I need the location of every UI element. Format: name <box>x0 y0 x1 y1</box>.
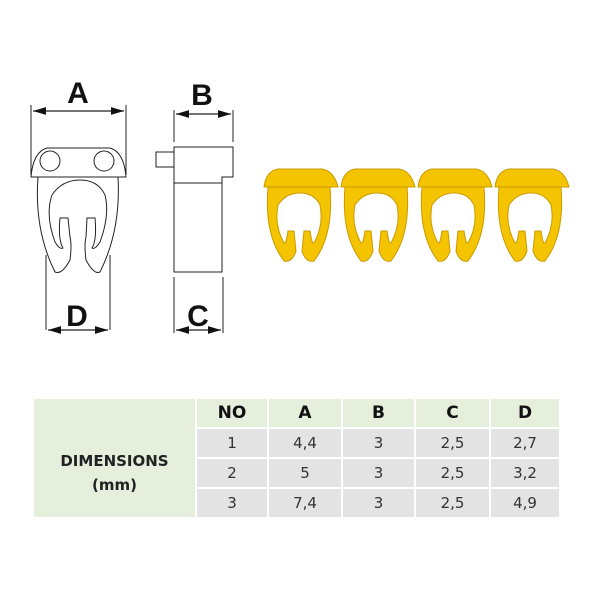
table-cell: 2,7 <box>491 429 559 457</box>
dimension-label-b: B <box>191 79 213 112</box>
dimension-label-a: A <box>67 77 89 110</box>
table-cell: 1 <box>197 429 267 457</box>
dimensions-table: DIMENSIONS (mm) NO A B C D 1 4,4 3 2,5 2… <box>32 397 561 519</box>
table-cell: 3 <box>343 489 414 517</box>
yellow-clip <box>263 168 339 262</box>
table-cell: 3 <box>197 489 267 517</box>
table-cell: 4,9 <box>491 489 559 517</box>
dimensions-label-cell: DIMENSIONS (mm) <box>34 399 195 517</box>
table-cell: 5 <box>269 459 341 487</box>
dimension-label-c: C <box>187 300 209 333</box>
table-cell: 7,4 <box>269 489 341 517</box>
column-header-d: D <box>491 399 559 427</box>
column-header-c: C <box>416 399 489 427</box>
table-header-row: DIMENSIONS (mm) NO A B C D <box>34 399 559 517</box>
dimensions-label: DIMENSIONS <box>60 452 169 470</box>
yellow-clip <box>417 168 493 262</box>
table-cell: 3 <box>343 459 414 487</box>
dimension-label-d: D <box>66 300 88 333</box>
front-view-outline <box>30 105 127 334</box>
table-cell: 3,2 <box>491 459 559 487</box>
table-cell: 3 <box>343 429 414 457</box>
table-row: 1 4,4 3 2,5 2,7 <box>34 429 559 457</box>
table-cell: 2 <box>197 459 267 487</box>
table-cell: 2,5 <box>416 489 489 517</box>
dimensions-unit: (mm) <box>92 476 137 494</box>
yellow-marker-strip <box>263 168 570 262</box>
column-header-b: B <box>343 399 414 427</box>
yellow-clip <box>494 168 570 262</box>
table-cell: 4,4 <box>269 429 341 457</box>
yellow-clip <box>340 168 416 262</box>
table-cell: 2,5 <box>416 459 489 487</box>
side-view-outline <box>155 110 234 334</box>
column-header-no: NO <box>197 399 267 427</box>
column-header-a: A <box>269 399 341 427</box>
table-cell: 2,5 <box>416 429 489 457</box>
table-row: 2 5 3 2,5 3,2 <box>34 459 559 487</box>
table-row: 3 7,4 3 2,5 4,9 <box>34 489 559 517</box>
product-drawing: A B D C <box>30 77 570 334</box>
